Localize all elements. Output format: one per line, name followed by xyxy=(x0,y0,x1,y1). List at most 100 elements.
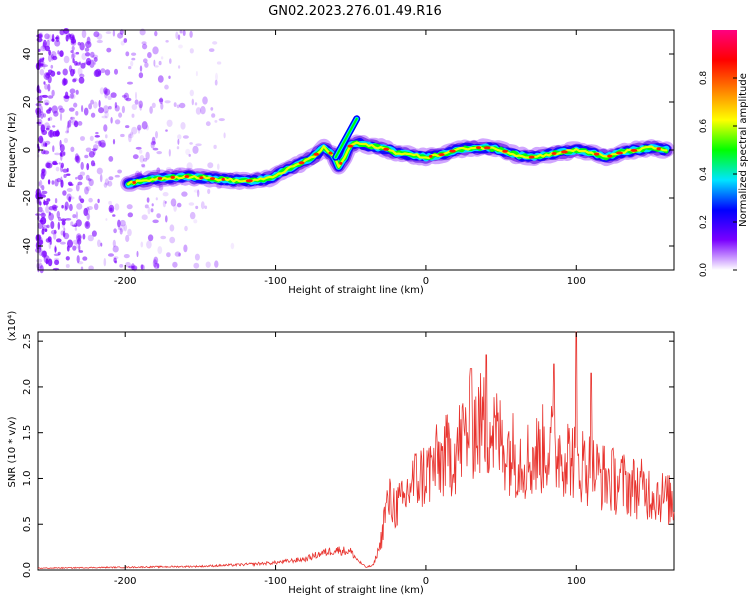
noise-speckle xyxy=(166,119,173,128)
noise-speckle xyxy=(208,48,215,52)
noise-speckle xyxy=(38,239,44,246)
noise-speckle xyxy=(43,199,46,206)
noise-speckle xyxy=(80,198,85,204)
noise-speckle xyxy=(101,115,108,119)
noise-speckle xyxy=(92,148,98,152)
noise-speckle xyxy=(114,260,118,264)
noise-speckle xyxy=(43,61,46,70)
noise-speckle xyxy=(131,52,137,56)
noise-speckle xyxy=(38,135,44,144)
noise-speckle xyxy=(42,39,47,48)
noise-speckle xyxy=(44,45,51,52)
noise-speckle xyxy=(141,41,147,45)
noise-speckle xyxy=(174,251,181,257)
noise-speckle xyxy=(153,256,159,265)
noise-speckle xyxy=(57,50,60,55)
noise-speckle xyxy=(125,97,132,102)
noise-speckle xyxy=(131,57,136,61)
ridge-hot-spot xyxy=(383,147,390,151)
y-tick-label: 0.5 xyxy=(22,516,33,532)
noise-speckle xyxy=(42,224,48,228)
noise-speckle xyxy=(158,98,164,103)
noise-speckle xyxy=(63,137,68,144)
noise-speckle xyxy=(76,235,81,243)
noise-speckle xyxy=(194,253,200,261)
noise-speckle xyxy=(53,110,59,117)
noise-speckle xyxy=(46,39,50,48)
noise-speckle xyxy=(176,202,182,208)
noise-speckle xyxy=(68,65,73,73)
noise-speckle xyxy=(117,32,124,39)
noise-speckle xyxy=(150,142,155,149)
snr-panel: -200 -100 0 100 0.0 0.5 1.0 1.5 2.0 2.5 Height o… xyxy=(7,311,675,596)
noise-speckle xyxy=(112,239,116,248)
noise-speckle xyxy=(182,30,186,36)
noise-speckle xyxy=(81,29,87,39)
noise-speckle xyxy=(135,146,142,150)
noise-speckle xyxy=(86,36,91,45)
noise-speckle xyxy=(152,259,158,268)
noise-speckle xyxy=(107,95,112,101)
noise-speckle xyxy=(202,96,208,105)
y-tick-label: -40 xyxy=(22,238,33,254)
noise-speckle xyxy=(97,198,100,204)
noise-speckle xyxy=(68,196,72,203)
noise-speckle xyxy=(64,201,69,210)
x-tick-label: -100 xyxy=(264,576,287,587)
noise-speckle xyxy=(131,104,138,110)
noise-speckle xyxy=(98,70,102,76)
noise-speckle xyxy=(40,216,47,225)
noise-speckle xyxy=(200,106,206,115)
noise-speckle xyxy=(63,94,70,103)
noise-speckle xyxy=(71,53,75,60)
ridge-hot-spot xyxy=(438,153,445,157)
noise-speckle xyxy=(146,240,152,249)
ridge-hot-spot xyxy=(656,147,661,151)
noise-speckle xyxy=(48,69,53,73)
noise-speckle xyxy=(39,95,45,98)
noise-speckle xyxy=(75,176,78,180)
noise-speckle xyxy=(54,229,57,234)
noise-speckle xyxy=(74,155,80,163)
noise-speckle xyxy=(61,222,66,229)
noise-speckle xyxy=(94,203,99,211)
noise-speckle xyxy=(141,163,146,168)
noise-speckle xyxy=(104,69,111,76)
noise-speckle xyxy=(47,258,53,267)
noise-speckle xyxy=(51,38,55,42)
noise-speckle xyxy=(54,198,58,204)
noise-speckle xyxy=(80,266,84,270)
noise-speckle xyxy=(39,180,43,188)
noise-speckle xyxy=(40,171,45,180)
noise-speckle xyxy=(140,264,144,270)
noise-speckle xyxy=(114,203,120,211)
ridge-hot-spot xyxy=(298,161,305,165)
noise-speckle xyxy=(103,182,108,188)
noise-speckle xyxy=(99,87,105,95)
ridge-hot-spot xyxy=(607,154,613,158)
ridge-hot-spot xyxy=(449,149,456,153)
noise-speckle xyxy=(156,167,161,174)
noise-speckle xyxy=(41,143,47,148)
noise-speckle xyxy=(80,62,86,69)
x-tick-label: 0 xyxy=(423,276,429,287)
noise-speckle xyxy=(39,265,44,274)
x-tick-label: 100 xyxy=(567,576,586,587)
noise-speckle xyxy=(110,92,117,98)
noise-speckle xyxy=(59,151,65,157)
noise-speckle xyxy=(78,244,81,252)
noise-speckle xyxy=(85,41,92,48)
noise-speckle xyxy=(142,43,148,50)
noise-speckle xyxy=(154,30,158,37)
noise-speckle xyxy=(155,131,158,139)
noise-speckle xyxy=(66,193,72,201)
noise-speckle xyxy=(195,107,202,115)
noise-speckle xyxy=(94,135,101,138)
noise-speckle xyxy=(69,93,75,99)
noise-speckle xyxy=(93,61,97,65)
noise-speckle xyxy=(45,127,50,131)
noise-speckle xyxy=(192,145,199,154)
y-tick-label: 0 xyxy=(22,147,33,153)
noise-speckle xyxy=(44,33,50,40)
noise-speckle xyxy=(117,219,121,228)
